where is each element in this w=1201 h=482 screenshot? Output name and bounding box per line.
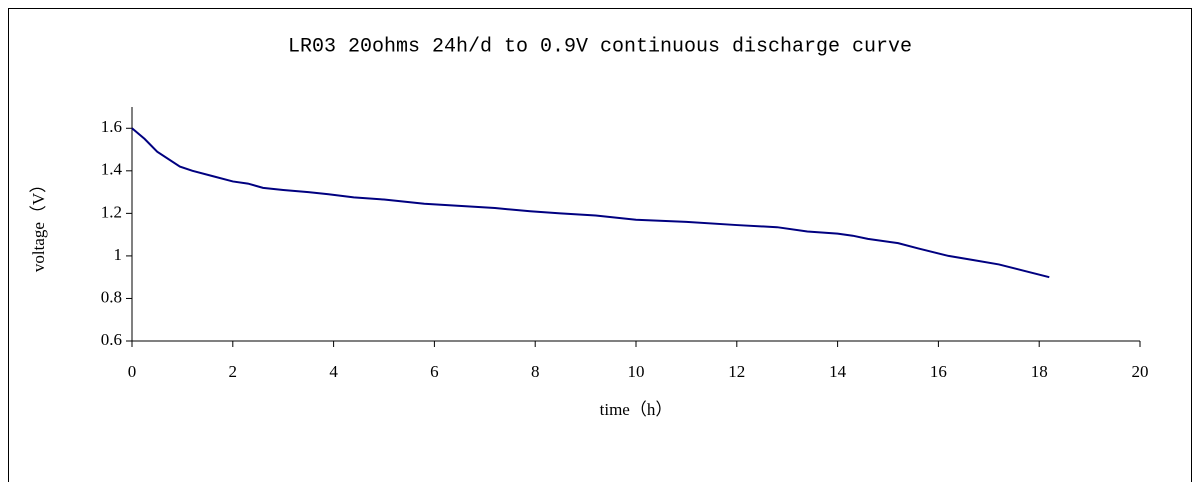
- y-tick-label: 0.8: [101, 287, 122, 306]
- x-tick-label: 18: [1031, 362, 1048, 381]
- chart-frame: [8, 8, 1192, 482]
- y-tick-label: 1.4: [101, 160, 123, 179]
- chart-title: LR03 20ohms 24h/d to 0.9V continuous dis…: [288, 35, 912, 58]
- y-tick-label: 0.6: [101, 330, 122, 349]
- x-tick-label: 2: [229, 362, 238, 381]
- x-tick-label: 0: [128, 362, 137, 381]
- y-axis-label: voltage（V）: [29, 176, 48, 272]
- y-tick-label: 1.6: [101, 117, 122, 136]
- x-tick-label: 4: [329, 362, 338, 381]
- data-line: [131, 127, 1050, 279]
- x-tick-label: 6: [430, 362, 439, 381]
- x-tick-label: 12: [728, 362, 745, 381]
- x-tick-label: 10: [628, 362, 645, 381]
- x-tick-label: 14: [829, 362, 847, 381]
- x-tick-label: 8: [531, 362, 540, 381]
- y-tick-label: 1.2: [101, 202, 122, 221]
- x-axis-label: time（h）: [600, 400, 673, 419]
- y-tick-label: 1: [114, 245, 123, 264]
- x-tick-label: 16: [930, 362, 947, 381]
- x-tick-label: 20: [1132, 362, 1149, 381]
